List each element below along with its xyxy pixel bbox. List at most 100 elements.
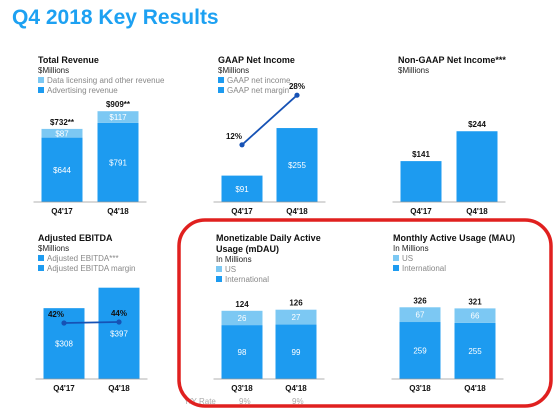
revenue-title: Total Revenue [38,55,99,65]
page-title: Q4 2018 Key Results [12,6,219,29]
mdau-legend-item: International [216,275,321,285]
mdau-bar-international [275,324,317,379]
revenue-bar-label: $117 [109,113,127,122]
ebitda-bar [98,287,140,379]
mau-legend-item: US [393,254,515,264]
nongaap-panel-header: Non-GAAP Net Income*** $Millions [398,55,506,76]
legend-swatch-light [393,255,399,261]
revenue-total-label: $732** [50,118,75,127]
ebitda-subtitle: $Millions [38,244,70,253]
revenue-category-label: Q4'18 [107,207,129,216]
revenue-bar-data-licensing-and-other-revenue [41,128,83,138]
gaap-bar [276,128,318,202]
ebitda-category-label: Q4'17 [53,384,75,393]
mau-category-label: Q3'18 [409,384,431,393]
gaap-legend-item: GAAP net income [218,76,295,86]
yoy-value-q3: 9% [239,397,251,406]
ebitda-legend-item: Adjusted EBITDA*** [38,254,135,264]
mdau-category-label: Q3'18 [231,384,253,393]
gaap-category-label: Q4'17 [231,207,253,216]
ebitda-panel-header: Adjusted EBITDA $Millions Adjusted EBITD… [38,233,135,274]
gaap-title: GAAP Net Income [218,55,295,65]
mau-bar-international [454,322,496,379]
revenue-subtitle: $Millions [38,66,70,75]
legend-swatch-dark [38,265,44,271]
ebitda-legend-item: Adjusted EBITDA margin [38,264,135,274]
legend-swatch-dark [393,265,399,271]
mdau-subtitle: In Millions [216,255,252,264]
mau-bar-label: 259 [413,347,427,356]
yoy-value-q4: 9% [292,397,304,406]
mdau-legend-item: US [216,265,321,275]
revenue-category-label: Q4'17 [51,207,73,216]
gaap-bar [221,175,263,202]
mau-category-label: Q4'18 [464,384,486,393]
revenue-bar-label: $644 [53,166,71,175]
ebitda-title: Adjusted EBITDA [38,233,113,243]
nongaap-category-label: Q4'18 [466,207,488,216]
gaap-subtitle: $Millions [218,66,250,75]
mdau-bar-label: 98 [238,348,247,357]
ebitda-bar [43,308,85,379]
gaap-bar-label: $255 [288,161,306,170]
mau-subtitle: In Millions [393,244,429,253]
gaap-margin-label: 12% [226,132,242,141]
ebitda-margin-point [116,319,122,325]
legend-swatch-dark [216,276,222,282]
legend-swatch-dark [38,87,44,93]
mdau-panel-header: Monetizable Daily Active Usage (mDAU) In… [216,233,321,285]
yoy-label: Y/Y Rate [184,397,216,406]
gaap-margin-label: 28% [289,82,305,91]
revenue-bar-advertising-revenue [41,137,83,202]
legend-swatch-dark [218,87,224,93]
gaap-legend-item: GAAP net margin [218,86,295,96]
ebitda-category-label: Q4'18 [108,384,130,393]
mau-bar-us [399,307,441,323]
mdau-title-line1: Monetizable Daily Active [216,233,321,243]
mau-bar-label: 255 [468,347,482,356]
revenue-bar-label: $791 [109,158,127,167]
nongaap-subtitle: $Millions [398,66,430,75]
ebitda-bar-label: $308 [55,340,73,349]
mdau-total-label: 126 [289,299,303,308]
revenue-total-label: $909** [106,100,131,109]
ebitda-margin-point [61,320,67,326]
ebitda-margin-label: 44% [111,309,127,318]
gaap-panel-header: GAAP Net Income $Millions GAAP net incom… [218,55,295,96]
revenue-legend-item: Advertising revenue [38,86,164,96]
nongaap-title: Non-GAAP Net Income*** [398,55,506,65]
mdau-bar-label: 99 [292,348,301,357]
revenue-legend-label: Data licensing and other revenue [47,76,165,85]
mdau-bar-us [221,310,263,326]
legend-swatch-light [216,266,222,272]
revenue-legend-item: Data licensing and other revenue [38,76,164,86]
gaap-legend-label: GAAP net margin [227,86,290,95]
gaap-legend-label: GAAP net income [227,76,291,85]
nongaap-bar-label: $244 [468,120,486,129]
ebitda-margin-line [63,321,120,324]
nongaap-category-label: Q4'17 [410,207,432,216]
mau-title: Monthly Active Usage (MAU) [393,233,516,243]
mau-total-label: 321 [468,297,482,306]
gaap-margin-point [294,92,300,98]
mau-bar-us [454,308,496,323]
mdau-category-label: Q4'18 [285,384,307,393]
mdau-bar-international [221,325,263,379]
ebitda-margin-label: 42% [48,310,64,319]
ebitda-legend-label: Adjusted EBITDA*** [47,254,119,263]
mau-legend-label: US [402,254,414,263]
ebitda-bar-label: $397 [110,329,128,338]
mau-legend-label: International [402,264,447,273]
legend-swatch-dark [38,255,44,261]
gaap-bar-label: $91 [235,185,249,194]
mdau-legend-label: US [225,265,237,274]
gaap-category-label: Q4'18 [286,207,308,216]
mau-bar-label: 67 [416,311,425,320]
revenue-bar-data-licensing-and-other-revenue [97,111,139,123]
mau-panel-header: Monthly Active Usage (MAU) In Millions U… [393,233,515,274]
mau-bar-label: 66 [471,312,480,321]
mdau-total-label: 124 [235,300,249,309]
revenue-panel-header: Total Revenue $Millions Data licensing a… [38,55,164,96]
ebitda-legend-label: Adjusted EBITDA margin [47,264,136,273]
